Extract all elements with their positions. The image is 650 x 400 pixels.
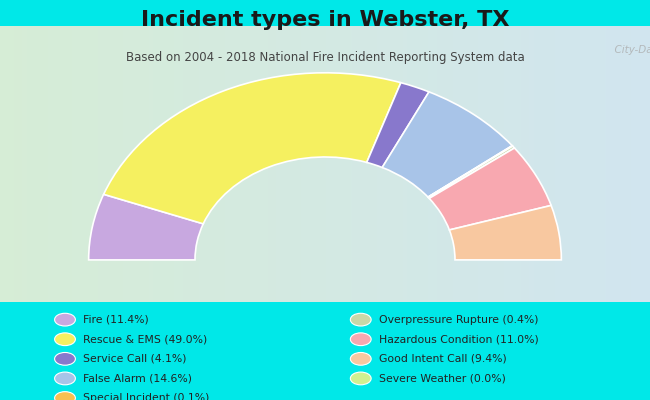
- Wedge shape: [428, 146, 514, 198]
- Wedge shape: [449, 206, 562, 260]
- Wedge shape: [88, 194, 203, 260]
- Ellipse shape: [55, 352, 75, 365]
- Ellipse shape: [55, 392, 75, 400]
- Text: Rescue & EMS (49.0%): Rescue & EMS (49.0%): [83, 334, 207, 344]
- Text: Service Call (4.1%): Service Call (4.1%): [83, 354, 187, 364]
- Text: Special Incident (0.1%): Special Incident (0.1%): [83, 393, 209, 400]
- Ellipse shape: [55, 333, 75, 346]
- Wedge shape: [367, 83, 429, 168]
- Ellipse shape: [350, 352, 371, 365]
- Text: Good Intent Call (9.4%): Good Intent Call (9.4%): [379, 354, 507, 364]
- Text: Severe Weather (0.0%): Severe Weather (0.0%): [379, 374, 506, 384]
- Text: Hazardous Condition (11.0%): Hazardous Condition (11.0%): [379, 334, 539, 344]
- Wedge shape: [429, 148, 551, 230]
- Text: Incident types in Webster, TX: Incident types in Webster, TX: [141, 10, 509, 30]
- Ellipse shape: [350, 333, 371, 346]
- Text: Based on 2004 - 2018 National Fire Incident Reporting System data: Based on 2004 - 2018 National Fire Incid…: [125, 51, 525, 64]
- Text: Fire (11.4%): Fire (11.4%): [83, 315, 149, 325]
- Wedge shape: [382, 92, 512, 197]
- Ellipse shape: [350, 313, 371, 326]
- Text: Overpressure Rupture (0.4%): Overpressure Rupture (0.4%): [379, 315, 538, 325]
- Text: False Alarm (14.6%): False Alarm (14.6%): [83, 374, 192, 384]
- Text: City-Data.com: City-Data.com: [608, 45, 650, 55]
- Ellipse shape: [55, 372, 75, 385]
- Ellipse shape: [55, 313, 75, 326]
- Wedge shape: [103, 73, 401, 224]
- Ellipse shape: [350, 372, 371, 385]
- Wedge shape: [428, 146, 513, 197]
